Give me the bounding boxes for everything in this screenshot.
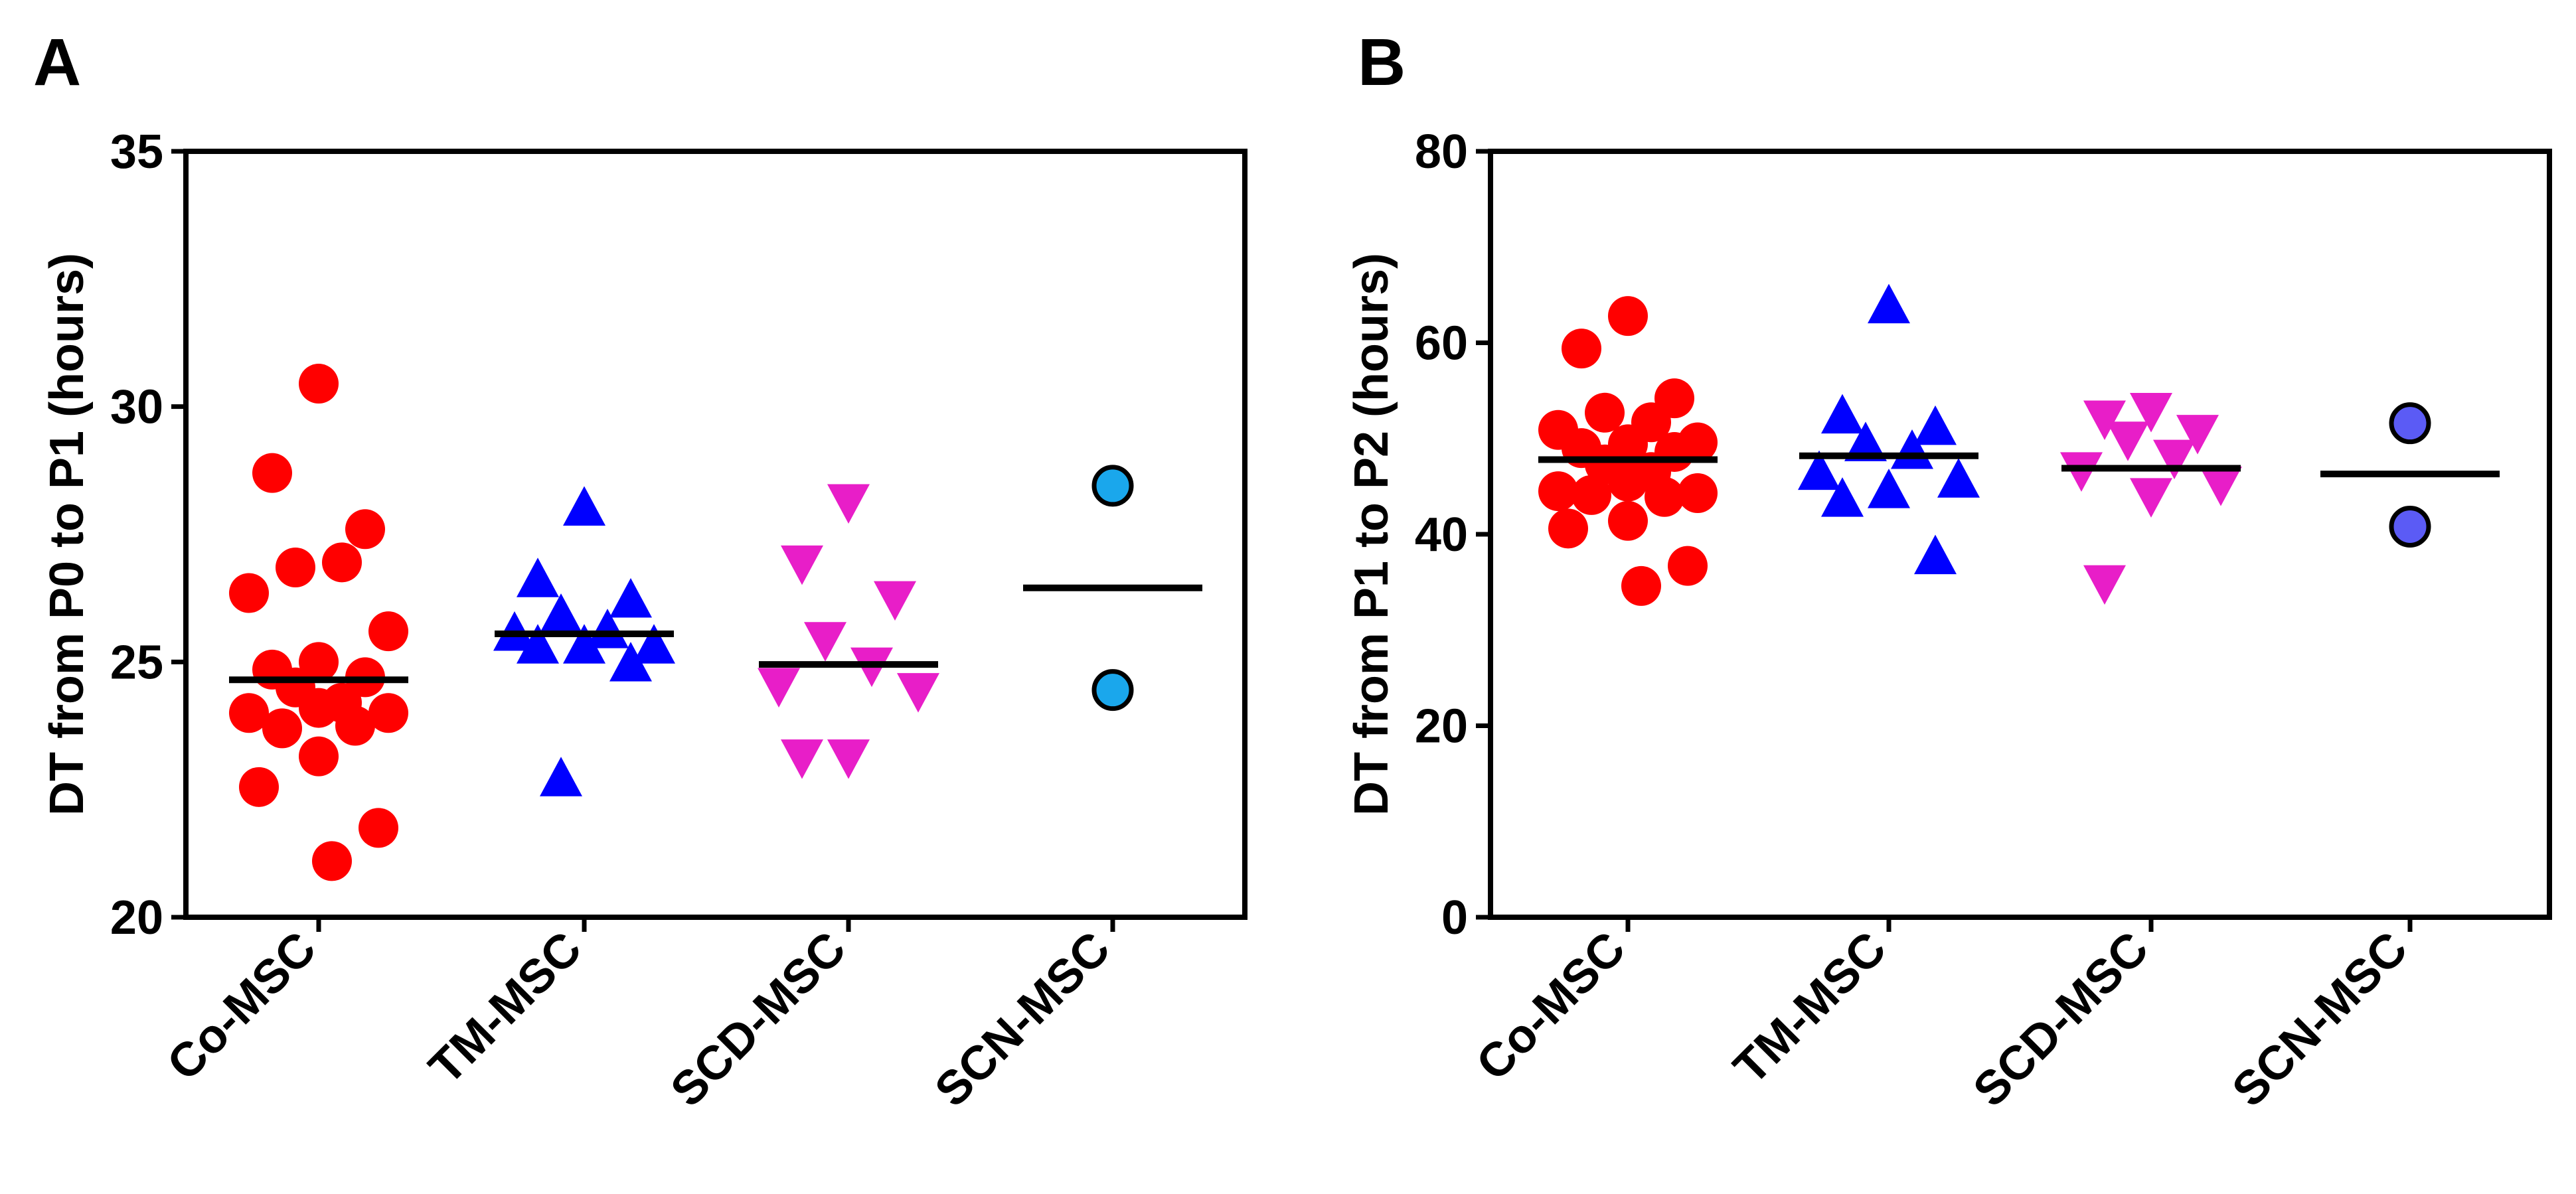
data-point-co-msc bbox=[229, 573, 269, 613]
data-point-co-msc bbox=[299, 642, 339, 682]
y-tick-label: 40 bbox=[1415, 508, 1468, 561]
data-point-co-msc bbox=[1608, 296, 1648, 336]
panel-b-letter: B bbox=[1358, 25, 1406, 100]
data-point-tm-msc bbox=[1868, 283, 1910, 324]
data-point-tm-msc bbox=[1844, 421, 1887, 461]
x-category-label: SCN-MSC bbox=[2222, 922, 2417, 1117]
data-point-co-msc bbox=[345, 509, 385, 550]
data-point-scd-msc bbox=[2153, 439, 2196, 480]
data-point-tm-msc bbox=[540, 593, 582, 633]
data-point-co-msc bbox=[276, 548, 315, 588]
data-point-co-msc bbox=[229, 693, 269, 733]
data-point-scn-msc bbox=[1091, 465, 1134, 507]
data-point-scd-msc bbox=[804, 622, 846, 662]
data-point-scd-msc bbox=[2130, 478, 2172, 518]
data-point-tm-msc bbox=[1914, 534, 1957, 575]
x-category-label: SCD-MSC bbox=[661, 922, 856, 1117]
y-tick-label: 20 bbox=[110, 891, 163, 944]
data-point-tm-msc bbox=[1914, 405, 1957, 445]
panel-a-chart: 20 25 30 35 DT from P0 to P1 (hours) Co-MSC TM… bbox=[40, 125, 1248, 1117]
data-point-tm-msc bbox=[1798, 450, 1840, 490]
data-point-co-msc bbox=[335, 706, 375, 746]
data-point-tm-msc bbox=[1868, 469, 1910, 508]
data-point-co-msc bbox=[1608, 461, 1648, 502]
data-point-co-msc bbox=[299, 688, 339, 728]
panel-b-chart: 0 20 40 60 80 DT from P1 to P2 (hours) Co-MSC T… bbox=[1345, 125, 2552, 1117]
x-category-label: SCN-MSC bbox=[925, 922, 1120, 1117]
data-point-co-msc bbox=[1678, 473, 1718, 513]
x-category-label: TM-MSC bbox=[1724, 922, 1896, 1094]
data-point-scn-msc bbox=[2389, 505, 2431, 548]
y-tick-label: 80 bbox=[1415, 125, 1468, 179]
y-tick-label: 0 bbox=[1441, 891, 1468, 944]
data-point-scd-msc bbox=[874, 581, 916, 621]
data-point-scd-msc bbox=[2130, 392, 2172, 433]
data-point-scn-msc bbox=[2389, 402, 2431, 445]
data-point-tm-msc bbox=[517, 558, 559, 597]
panel-a-letter: A bbox=[33, 25, 81, 100]
data-point-co-msc bbox=[368, 611, 408, 652]
x-category-label: Co-MSC bbox=[1467, 922, 1636, 1091]
y-tick-label: 30 bbox=[110, 381, 163, 434]
data-point-scd-msc bbox=[2107, 421, 2149, 461]
data-point-scd-msc bbox=[781, 739, 823, 779]
x-category-label: TM-MSC bbox=[419, 922, 592, 1094]
data-point-co-msc bbox=[1562, 329, 1601, 369]
data-point-tm-msc bbox=[586, 609, 629, 648]
data-point-tm-msc bbox=[633, 624, 675, 664]
data-point-scn-msc bbox=[1091, 669, 1134, 711]
data-point-tm-msc bbox=[1821, 394, 1864, 434]
data-point-tm-msc bbox=[540, 757, 582, 796]
data-point-co-msc bbox=[359, 808, 398, 848]
y-tick-label: 20 bbox=[1415, 700, 1468, 753]
data-point-co-msc bbox=[1585, 392, 1625, 433]
plot-frame bbox=[183, 149, 1248, 920]
data-point-co-msc bbox=[252, 453, 292, 493]
data-point-co-msc bbox=[299, 736, 339, 777]
x-category-label: SCD-MSC bbox=[1963, 922, 2158, 1117]
data-point-scd-msc bbox=[2176, 415, 2219, 455]
x-category-label: Co-MSC bbox=[157, 922, 327, 1091]
data-point-co-msc bbox=[1621, 565, 1661, 606]
data-point-co-msc bbox=[1571, 475, 1611, 515]
data-point-co-msc bbox=[1668, 546, 1708, 586]
data-point-tm-msc bbox=[517, 624, 559, 664]
data-point-scd-msc bbox=[2083, 400, 2126, 441]
y-tick-label: 60 bbox=[1415, 317, 1468, 370]
data-point-co-msc bbox=[312, 841, 352, 881]
data-point-scd-msc bbox=[758, 668, 800, 708]
data-point-scd-msc bbox=[781, 545, 823, 585]
data-point-tm-msc bbox=[1821, 477, 1864, 517]
data-point-scd-msc bbox=[2200, 467, 2242, 506]
data-point-co-msc bbox=[368, 693, 408, 733]
data-point-tm-msc bbox=[1937, 458, 1980, 498]
data-point-scd-msc bbox=[827, 739, 870, 779]
y-tick-label: 35 bbox=[110, 125, 163, 179]
data-point-co-msc bbox=[322, 542, 362, 583]
data-point-co-msc bbox=[262, 708, 302, 749]
data-point-co-msc bbox=[1548, 508, 1588, 549]
data-point-tm-msc bbox=[609, 578, 652, 618]
y-tick-label: 25 bbox=[110, 636, 163, 689]
data-point-co-msc bbox=[239, 767, 279, 807]
data-point-scd-msc bbox=[827, 484, 870, 524]
data-point-tm-msc bbox=[609, 642, 652, 682]
data-point-co-msc bbox=[299, 364, 339, 404]
data-point-scd-msc bbox=[897, 673, 939, 713]
data-point-co-msc bbox=[1608, 500, 1648, 541]
data-point-tm-msc bbox=[563, 486, 605, 526]
data-point-co-msc bbox=[1538, 471, 1578, 512]
y-axis-label: DT from P1 to P2 (hours) bbox=[1345, 253, 1398, 816]
data-point-scd-msc bbox=[2083, 565, 2126, 605]
data-point-scd-msc bbox=[2060, 452, 2103, 492]
data-point-tm-msc bbox=[563, 624, 605, 664]
data-point-co-msc bbox=[1645, 477, 1684, 517]
y-axis-label: DT from P0 to P1 (hours) bbox=[40, 253, 94, 816]
